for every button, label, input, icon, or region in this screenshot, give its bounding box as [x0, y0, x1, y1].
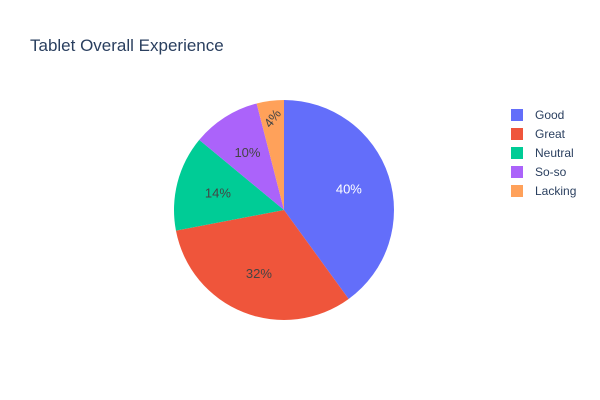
slice-label-great: 32% — [246, 266, 272, 281]
slice-label-good: 40% — [336, 181, 362, 196]
legend-label-great[interactable]: Great — [535, 127, 566, 141]
legend-swatch-lacking[interactable] — [511, 185, 523, 197]
legend-swatch-neutral[interactable] — [511, 147, 523, 159]
slice-label-neutral: 14% — [205, 186, 231, 201]
legend-swatch-great[interactable] — [511, 128, 523, 140]
pie-slice-good — [284, 100, 395, 299]
legend-label-lacking[interactable]: Lacking — [535, 184, 576, 198]
legend-label-so-so[interactable]: So-so — [535, 165, 567, 179]
pie-slice-neutral — [174, 139, 284, 231]
pie-slices — [174, 100, 395, 320]
legend: Good Great Neutral So-so Lacking — [511, 108, 576, 198]
slice-label-so-so: 10% — [234, 145, 260, 160]
legend-swatch-good[interactable] — [511, 109, 523, 121]
legend-swatch-so-so[interactable] — [511, 166, 523, 178]
pie-slice-lacking — [256, 100, 284, 210]
pie-slice-great — [175, 210, 349, 320]
chart-title: Tablet Overall Experience — [30, 36, 224, 55]
legend-label-neutral[interactable]: Neutral — [535, 146, 574, 160]
legend-label-good[interactable]: Good — [535, 108, 564, 122]
pie-slice-so-so — [199, 103, 284, 210]
